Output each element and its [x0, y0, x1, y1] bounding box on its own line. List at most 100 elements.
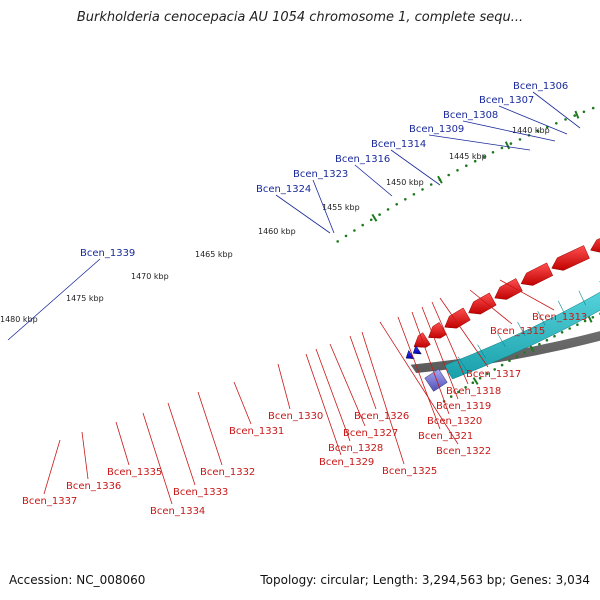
cds-divider — [497, 332, 506, 348]
leader-line — [411, 311, 450, 415]
gene-label[interactable]: Bcen_1326 — [354, 411, 409, 422]
tick-dot — [568, 327, 571, 330]
forward-gene[interactable] — [551, 245, 590, 271]
leader-line — [428, 134, 531, 151]
gene-label[interactable]: Bcen_1328 — [328, 443, 383, 454]
tick-dot — [508, 359, 511, 363]
tick-label: 1445 kbp — [449, 152, 487, 161]
tick-dot — [473, 159, 477, 163]
tick-label: 1475 kbp — [66, 294, 104, 303]
tick-dot — [493, 368, 497, 371]
tick-dot — [536, 129, 540, 133]
tick-label: 1480 kbp — [0, 315, 38, 324]
reverse-gene[interactable] — [412, 345, 422, 355]
tick-dot — [361, 223, 365, 227]
accession-text: Accession: NC_008060 — [9, 573, 146, 587]
leader-line — [329, 343, 366, 427]
tick-dot — [429, 183, 433, 186]
leader-line — [167, 402, 196, 486]
tick-dot — [353, 229, 356, 232]
gene-label[interactable]: Bcen_1336 — [66, 481, 121, 492]
tick-label: 1465 kbp — [195, 250, 233, 259]
tick-dot — [582, 110, 586, 114]
tick-dot — [344, 234, 348, 238]
tick-dot — [336, 240, 340, 243]
tick-label: 1470 kbp — [131, 272, 169, 281]
tick-dot — [369, 218, 373, 222]
gene-label[interactable]: Bcen_1334 — [150, 506, 205, 517]
map-title: Burkholderia cenocepacia AU 1054 chromos… — [76, 10, 524, 25]
gene-label[interactable]: Bcen_1331 — [229, 426, 284, 437]
leader-line — [469, 289, 513, 325]
gene-label[interactable]: Bcen_1330 — [268, 411, 323, 422]
leader-line — [115, 421, 130, 466]
forward-gene[interactable] — [520, 262, 554, 286]
cds-divider — [578, 290, 586, 306]
gene-label[interactable]: Bcen_1317 — [466, 369, 521, 380]
gene-label[interactable]: Bcen_1315 — [490, 326, 545, 337]
gene-label[interactable]: Bcen_1307 — [479, 95, 534, 106]
leader-line — [305, 353, 342, 456]
forward-gene[interactable] — [494, 278, 523, 300]
gene-label[interactable]: Bcen_1324 — [256, 184, 311, 195]
tick-dot — [464, 386, 467, 389]
gene-label[interactable]: Bcen_1318 — [446, 386, 501, 397]
leader-line — [142, 412, 173, 505]
leader-line — [379, 321, 459, 445]
gene-label[interactable]: Bcen_1327 — [343, 428, 398, 439]
leader-line — [532, 91, 581, 129]
cds-divider — [537, 310, 546, 326]
tick-dot — [457, 390, 460, 394]
gene-label[interactable]: Bcen_1335 — [107, 467, 162, 478]
tick-label: 1450 kbp — [386, 178, 424, 187]
leader-line — [397, 316, 441, 430]
gene-label[interactable]: Bcen_1325 — [382, 466, 437, 477]
tick-dot — [564, 118, 567, 121]
major-tick — [371, 213, 378, 222]
forward-gene[interactable] — [468, 292, 497, 315]
cds-band[interactable] — [443, 255, 600, 380]
forward-gene[interactable] — [590, 234, 600, 253]
leader-line — [81, 431, 89, 480]
leader-line — [233, 381, 252, 425]
gene-label[interactable]: Bcen_1309 — [409, 124, 464, 135]
cds-feature[interactable] — [424, 368, 448, 392]
gene-label[interactable]: Bcen_1316 — [335, 154, 390, 165]
gene-label[interactable]: Bcen_1321 — [418, 431, 473, 442]
gene-label[interactable]: Bcen_1337 — [22, 496, 77, 507]
tick-dot — [465, 164, 468, 167]
gene-label[interactable]: Bcen_1320 — [427, 416, 482, 427]
tick-dot — [500, 146, 504, 150]
gene-label[interactable]: Bcen_1333 — [173, 487, 228, 498]
tick-dot — [518, 138, 522, 141]
gene-label[interactable]: Bcen_1329 — [319, 457, 374, 468]
tick-dot — [555, 122, 558, 125]
tick-label: 1460 kbp — [258, 227, 296, 236]
leader-line — [315, 348, 351, 442]
gene-label[interactable]: Bcen_1323 — [293, 169, 348, 180]
gene-label[interactable]: Bcen_1319 — [436, 401, 491, 412]
reverse-gene[interactable] — [405, 349, 415, 359]
gene-label[interactable]: Bcen_1322 — [436, 446, 491, 457]
cds-features — [424, 255, 600, 392]
tick-dot — [560, 331, 564, 334]
gene-label[interactable]: Bcen_1313 — [532, 312, 587, 323]
major-tick — [574, 110, 580, 119]
major-tick — [504, 141, 511, 150]
gene-label[interactable]: Bcen_1314 — [371, 139, 426, 150]
tick-dot — [395, 203, 399, 206]
gene-label[interactable]: Bcen_1332 — [200, 467, 255, 478]
tick-dot — [378, 213, 381, 216]
cds-divider — [477, 344, 487, 359]
tick-dot — [553, 334, 556, 338]
major-tick — [472, 377, 479, 385]
gene-label[interactable]: Bcen_1306 — [513, 81, 568, 92]
tick-dot — [412, 193, 416, 196]
gene-label[interactable]: Bcen_1308 — [443, 110, 498, 121]
leader-line — [197, 391, 223, 466]
cds-divider — [557, 300, 566, 316]
gene-label[interactable]: Bcen_1339 — [80, 248, 135, 259]
tick-dot — [591, 316, 595, 319]
tick-label: 1455 kbp — [322, 203, 360, 212]
